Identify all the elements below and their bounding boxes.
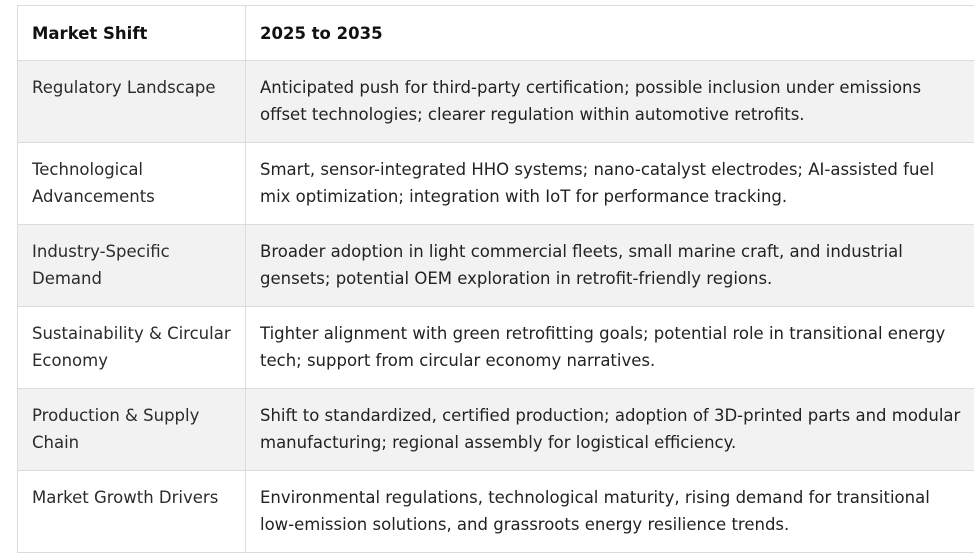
market-shift-cell: Industry-Specific Demand xyxy=(18,225,246,307)
market-shift-cell: Sustainability & Circular Economy xyxy=(18,307,246,389)
market-shift-cell: Production & Supply Chain xyxy=(18,389,246,471)
market-shift-cell: Technological Advancements xyxy=(18,143,246,225)
column-header-market-shift: Market Shift xyxy=(18,6,246,61)
table-header-row: Market Shift 2025 to 2035 xyxy=(18,6,974,61)
outlook-cell: Tighter alignment with green retrofittin… xyxy=(246,307,974,389)
outlook-cell: Smart, sensor-integrated HHO systems; na… xyxy=(246,143,974,225)
outlook-cell: Anticipated push for third-party certifi… xyxy=(246,61,974,143)
market-shift-cell: Regulatory Landscape xyxy=(18,61,246,143)
market-shift-cell: Market Growth Drivers xyxy=(18,471,246,553)
outlook-cell: Environmental regulations, technological… xyxy=(246,471,974,553)
outlook-cell: Shift to standardized, certified product… xyxy=(246,389,974,471)
table-row: Regulatory Landscape Anticipated push fo… xyxy=(18,61,974,143)
table-row: Technological Advancements Smart, sensor… xyxy=(18,143,974,225)
table-row: Market Growth Drivers Environmental regu… xyxy=(18,471,974,553)
outlook-cell: Broader adoption in light commercial fle… xyxy=(246,225,974,307)
table-row: Industry-Specific Demand Broader adoptio… xyxy=(18,225,974,307)
column-header-period: 2025 to 2035 xyxy=(246,6,974,61)
market-shift-table: Market Shift 2025 to 2035 Regulatory Lan… xyxy=(17,5,974,553)
market-shift-table-container: Market Shift 2025 to 2035 Regulatory Lan… xyxy=(17,5,974,553)
table-row: Sustainability & Circular Economy Tighte… xyxy=(18,307,974,389)
table-row: Production & Supply Chain Shift to stand… xyxy=(18,389,974,471)
